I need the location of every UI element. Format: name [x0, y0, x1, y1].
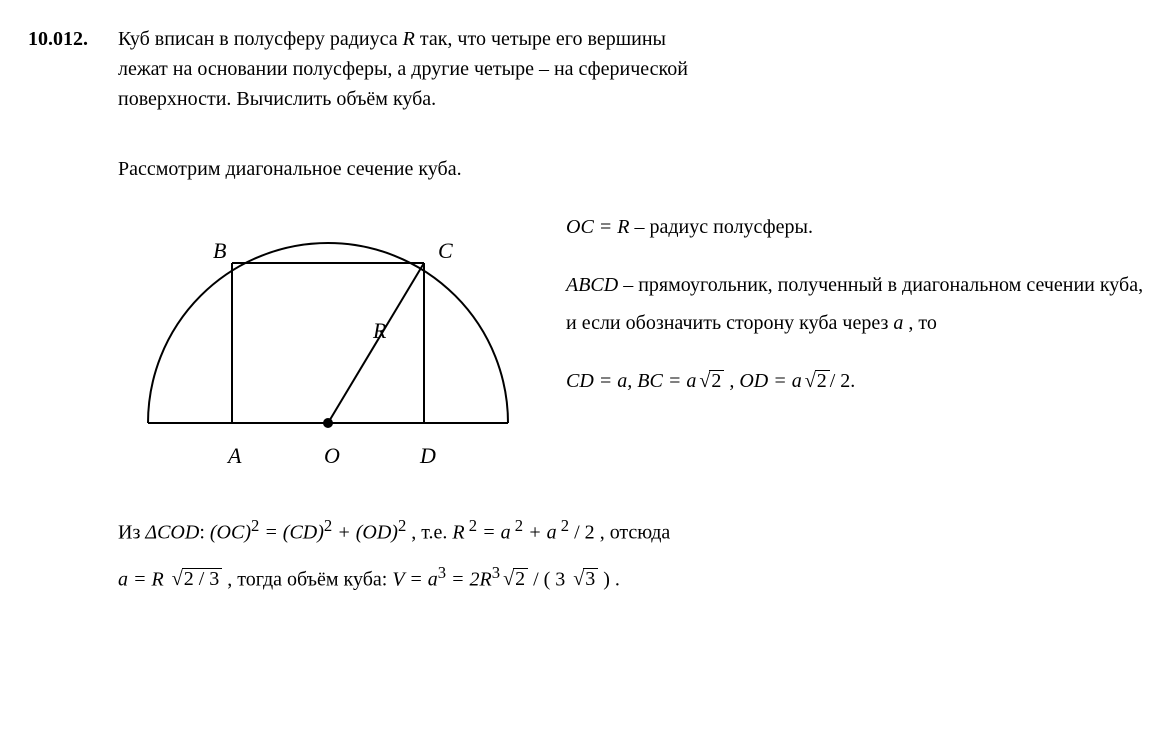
equation-line-2: a = R 2 / 3 , тогда объём куба: V = a3 =… — [118, 555, 1144, 602]
sqrt-23: 2 / 3 — [169, 557, 223, 601]
abcd: ABCD — [566, 274, 618, 296]
middle-row: B C A O D R OC = R – радиус полусферы. ABCD –… — [118, 208, 1144, 488]
problem-number: 10.012. — [28, 24, 118, 54]
a2-1: = a — [477, 522, 511, 544]
oc-eq: OC = R — [566, 216, 630, 238]
v-eq: V = a — [392, 568, 437, 590]
svg-text:O: O — [324, 443, 340, 468]
svg-text:C: C — [438, 238, 453, 263]
cd-bc-od: CD = a, BC = a2 , OD = a2/ 2. — [566, 362, 1144, 400]
statement-line-1: Куб вписан в полусферу радиуса R так, чт… — [118, 28, 666, 50]
sqrt2-od: 2 — [802, 362, 830, 400]
od2: + (OD) — [332, 522, 398, 544]
svg-text:B: B — [213, 238, 226, 263]
eq3: = 2R — [446, 568, 492, 590]
solution-intro: Рассмотрим диагональное сечение куба. — [118, 154, 1144, 184]
right-column: OC = R – радиус полусферы. ABCD – прямоу… — [538, 208, 1144, 420]
cube: 3 — [438, 563, 446, 582]
r2: R — [452, 522, 464, 544]
oc2: (OC) — [210, 522, 251, 544]
close: ) . — [598, 568, 620, 590]
statement-line-2: лежат на основании полусферы, а другие ч… — [118, 58, 688, 80]
abcd-line: ABCD – прямоугольник, полученный в диаго… — [566, 266, 1144, 342]
svg-text:A: A — [226, 443, 242, 468]
from: Из — [118, 522, 145, 544]
oc-desc: – радиус полусферы. — [630, 216, 813, 238]
svg-text:R: R — [372, 318, 387, 343]
diagram-svg: B C A O D R — [118, 208, 538, 488]
sqrt3-v: 3 — [570, 557, 598, 601]
sqrt2-v: 2 — [500, 557, 528, 601]
cd-eq: CD = a — [566, 370, 627, 392]
bc-eq: , BC = a — [627, 370, 696, 392]
abcd-desc: – прямоугольник, полученный в диагональн… — [566, 274, 1143, 334]
a-eq: a = R — [118, 568, 169, 590]
cd2: = (CD) — [259, 522, 324, 544]
od-eq: , OD = a — [724, 370, 801, 392]
triangle: ΔCOD — [145, 522, 199, 544]
equation-line-1: Из ΔCOD: (OC)2 = (CD)2 + (OD)2 , т.е. R … — [118, 508, 1144, 555]
statement-line-3: поверхности. Вычислить объём куба. — [118, 88, 436, 110]
od-tail: / 2. — [830, 370, 856, 392]
sqrt2-bc: 2 — [696, 362, 724, 400]
problem-header: 10.012. Куб вписан в полусферу радиуса R… — [28, 24, 1144, 114]
abcd-post: , то — [903, 312, 936, 334]
half: / 2 — [569, 522, 595, 544]
problem-statement: Куб вписан в полусферу радиуса R так, чт… — [118, 24, 1144, 114]
diagram: B C A O D R — [118, 208, 538, 488]
oc-line: OC = R – радиус полусферы. — [566, 208, 1144, 246]
hence: , отсюда — [595, 522, 671, 544]
te: , т.е. — [406, 522, 452, 544]
div: / ( 3 — [528, 568, 570, 590]
svg-text:D: D — [419, 443, 436, 468]
colon: : — [199, 522, 210, 544]
a2-2: + a — [523, 522, 557, 544]
then: , тогда объём куба: — [222, 568, 392, 590]
side-a: a — [893, 312, 903, 334]
